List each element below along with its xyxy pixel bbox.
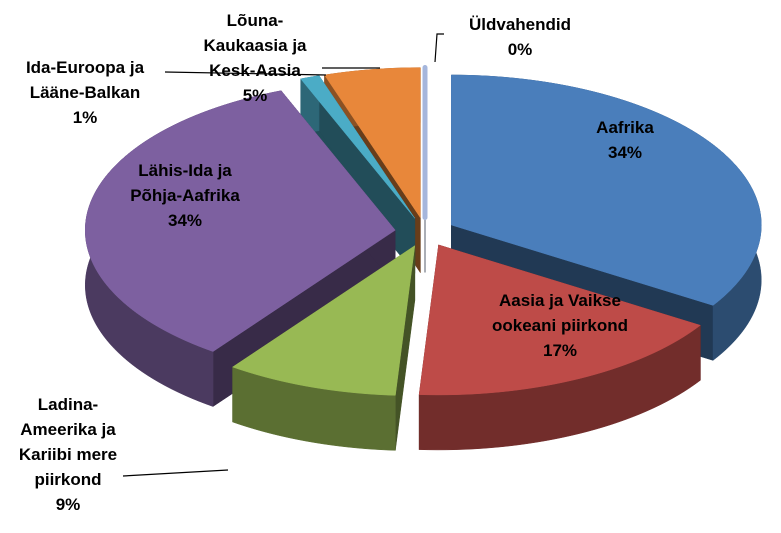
leader-line [164,71,327,76]
category-label: Lähis-Ida ja Põhja-Aafrika [130,161,240,205]
slice-top [418,244,701,396]
value-label: 34% [607,143,643,162]
slice-label: Lähis-Ida ja Põhja-Aafrika 34% [118,158,253,233]
slice-label: Ladina-Ameerika ja Kariibi mere piirkond… [9,392,127,517]
slice-top [324,67,421,218]
slice [418,244,701,451]
slice-label: Lõuna-Kaukaasia ja Kesk-Aasia 5% [198,8,313,108]
slice-label: Ida-Euroopa ja Lääne-Balkan 1% [18,55,153,130]
slices [84,64,762,451]
slice [232,245,416,451]
slice-label: Üldvahendid 0% [460,12,580,62]
slice-top [300,75,416,219]
category-label: Aasia ja Vaikse ookeani piirkond [491,291,629,335]
slice-top [451,74,762,306]
value-label: 5% [242,86,268,105]
category-label: Ladina-Ameerika ja Kariibi mere piirkond [18,395,118,489]
category-label: Lõuna-Kaukaasia ja Kesk-Aasia [203,11,307,80]
leader-line [434,33,444,63]
value-label: 1% [72,108,98,127]
slice-top [84,90,396,352]
leader-line [122,469,229,477]
category-label: Aafrika [596,118,654,137]
category-label: Ida-Euroopa ja Lääne-Balkan [25,58,145,102]
slice-label: Aafrika 34% [555,115,695,165]
value-label: 17% [542,341,578,360]
leader-lines [122,33,444,477]
value-label: 34% [167,211,203,230]
value-label: 0% [507,40,533,59]
slice-label: Aasia ja Vaikse ookeani piirkond 17% [480,288,640,363]
value-label: 9% [55,495,81,514]
slice-top [232,245,416,396]
category-label: Üldvahendid [468,15,571,34]
